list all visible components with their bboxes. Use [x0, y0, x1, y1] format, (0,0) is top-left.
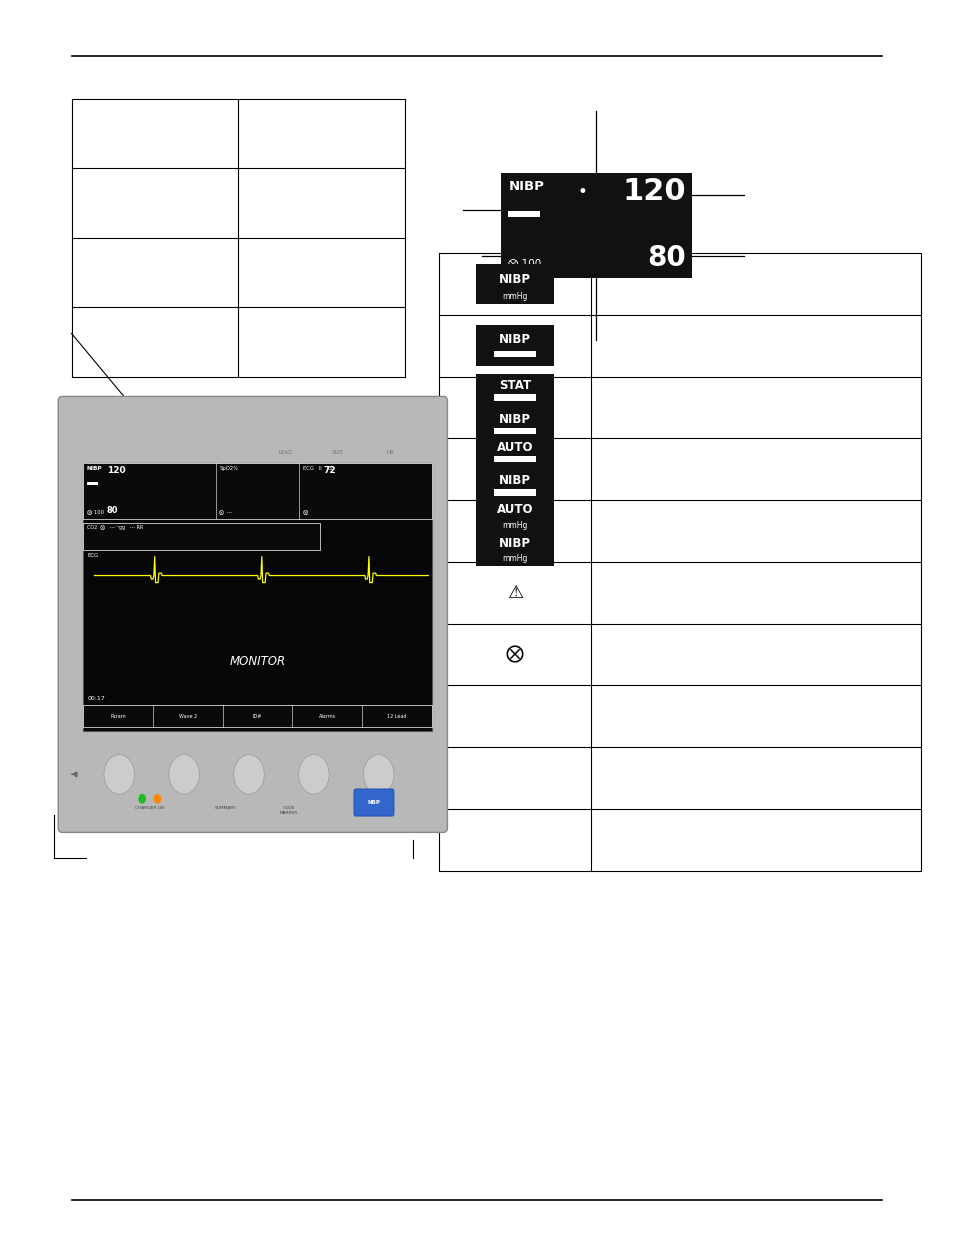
Text: CHARGER ON: CHARGER ON: [135, 806, 164, 810]
Text: 80: 80: [646, 243, 685, 272]
Text: SUMMARY: SUMMARY: [215, 806, 236, 810]
Text: NIBP: NIBP: [87, 467, 102, 472]
Text: Param: Param: [110, 714, 126, 719]
Text: Wave 2: Wave 2: [178, 714, 196, 719]
Bar: [83, 522, 320, 550]
Text: AUTO: AUTO: [496, 441, 533, 454]
FancyBboxPatch shape: [354, 789, 394, 816]
Text: ECG   II   x2: ECG II x2: [303, 467, 333, 472]
Circle shape: [233, 755, 264, 794]
Bar: [476, 408, 554, 442]
Bar: [494, 456, 536, 462]
Text: ◄▮: ◄▮: [70, 772, 79, 777]
Text: mmHg: mmHg: [501, 555, 527, 563]
FancyBboxPatch shape: [58, 396, 447, 832]
Text: Alarms: Alarms: [318, 714, 335, 719]
Text: 120: 120: [107, 467, 126, 475]
Text: MONITOR: MONITOR: [230, 655, 285, 668]
Text: NIBP: NIBP: [498, 537, 530, 550]
Bar: [500, 173, 691, 278]
Text: SpO2%: SpO2%: [219, 467, 238, 472]
Circle shape: [138, 794, 146, 804]
Bar: [494, 351, 536, 357]
Text: •: •: [577, 183, 586, 201]
Text: NIBP: NIBP: [498, 412, 530, 426]
Circle shape: [153, 794, 161, 804]
Bar: [83, 463, 432, 731]
Text: ⚠: ⚠: [506, 584, 522, 601]
Bar: [476, 468, 554, 504]
Bar: [494, 427, 536, 433]
Text: NIBP: NIBP: [508, 180, 544, 194]
Text: NIBP: NIBP: [498, 333, 530, 346]
Text: SIZE: SIZE: [332, 451, 344, 456]
Bar: [476, 326, 554, 366]
Circle shape: [298, 755, 329, 794]
Bar: [476, 496, 554, 534]
Text: ID#: ID#: [253, 714, 262, 719]
Bar: [494, 394, 536, 400]
Bar: [494, 489, 536, 495]
Text: CODE
MARKER: CODE MARKER: [279, 806, 298, 815]
Text: NIBP: NIBP: [498, 273, 530, 285]
Bar: [87, 483, 98, 485]
Text: 120: 120: [621, 177, 685, 205]
Text: ECG: ECG: [88, 553, 99, 558]
Text: NIBP: NIBP: [498, 474, 530, 488]
Text: LEAD: LEAD: [278, 451, 293, 456]
Text: HR: HR: [386, 451, 394, 456]
Text: ⨂ 100: ⨂ 100: [507, 258, 540, 268]
Text: CO2  ⨂   --- ᴹɡg   --- RR: CO2 ⨂ --- ᴹɡg --- RR: [87, 525, 143, 530]
Bar: [83, 705, 432, 727]
Text: mmHg: mmHg: [501, 291, 527, 301]
Text: ⨂: ⨂: [505, 646, 523, 663]
Text: ⨂  ---: ⨂ ---: [219, 510, 233, 515]
Text: mmHg: mmHg: [501, 521, 527, 530]
Bar: [476, 529, 554, 566]
Text: 72: 72: [323, 467, 335, 475]
Text: 00:17: 00:17: [88, 697, 106, 701]
Bar: [476, 436, 554, 471]
Bar: [476, 264, 554, 305]
Text: ⨂: ⨂: [303, 510, 308, 515]
Text: NBP: NBP: [367, 800, 380, 805]
Text: 80: 80: [107, 506, 118, 515]
Text: ⨂ 100: ⨂ 100: [87, 510, 104, 515]
Text: AUTO: AUTO: [496, 504, 533, 516]
Circle shape: [104, 755, 134, 794]
Bar: [508, 211, 539, 217]
Text: 12 Lead: 12 Lead: [387, 714, 407, 719]
Circle shape: [169, 755, 199, 794]
Text: STAT: STAT: [498, 379, 530, 393]
Bar: [83, 463, 432, 519]
Circle shape: [363, 755, 394, 794]
Bar: [476, 374, 554, 409]
